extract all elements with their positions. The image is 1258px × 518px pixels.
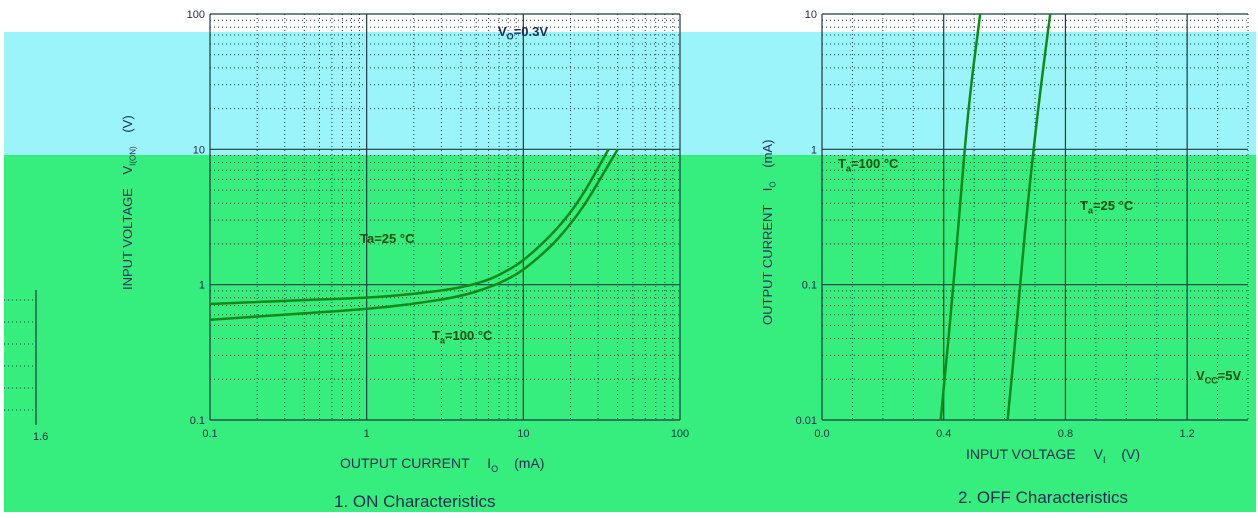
- chart1-ytick-label: 10: [193, 144, 205, 156]
- chart2-ytick-label: 0.01: [796, 415, 817, 427]
- chart2-xtick-label: 0.0: [814, 428, 829, 440]
- chart2-xtick-label: 0.4: [936, 428, 951, 440]
- chart1-side-tick: 1.6: [33, 431, 49, 443]
- chart2-series-1-line: [939, 13, 982, 421]
- chart2-ytick-label: 1: [811, 144, 817, 156]
- background-band-top: [4, 32, 1256, 155]
- background-band-bottom: [4, 155, 1256, 512]
- chart2-ytick-label: 10: [805, 9, 817, 21]
- chart2-title: 2. OFF Characteristics: [958, 488, 1129, 507]
- chart1-ytick-label: 100: [187, 9, 205, 21]
- chart2-ytick-label: 0.1: [802, 280, 817, 292]
- chart1-title: 1. ON Characteristics: [334, 492, 496, 511]
- chart1-series-2-line: [209, 148, 619, 322]
- chart1-ylabel: INPUT VOLTAGE VI(ON) (V): [120, 115, 138, 290]
- chart1-ytick-label: 1: [199, 280, 205, 292]
- chart2-annotation-ta25: Ta=25 °C: [1080, 198, 1134, 216]
- chart2-annotation-ta100: Ta=100 °C: [838, 156, 899, 174]
- chart1-ytick-label: 0.1: [190, 415, 205, 427]
- chart1-xtick-label: 100: [671, 428, 689, 440]
- chart1-xtick-label: 0.1: [202, 428, 217, 440]
- chart1-annotation-vo: VO=0.3V: [498, 24, 549, 42]
- chart2-xlabel: INPUT VOLTAGE VI (V): [966, 446, 1141, 465]
- chart1-annotation-ta100: Ta=100 °C: [432, 328, 493, 346]
- chart2-series-2-line: [1006, 13, 1052, 421]
- chart1-xtick-label: 10: [517, 428, 529, 440]
- chart1-xlabel: OUTPUT CURRENT IO (mA): [340, 455, 545, 474]
- chart2-xtick-label: 1.2: [1179, 428, 1194, 440]
- chart1-annotation-ta25: Ta=25 °C: [360, 231, 415, 246]
- chart1-xtick-label: 1: [364, 428, 370, 440]
- chart2-ylabel: OUTPUT CURRENT IO (mA): [760, 139, 778, 325]
- chart2-xtick-label: 0.8: [1058, 428, 1073, 440]
- chart2-annotation-vcc: VCC=5V: [1196, 368, 1242, 386]
- chart1-series-1-line: [209, 148, 610, 306]
